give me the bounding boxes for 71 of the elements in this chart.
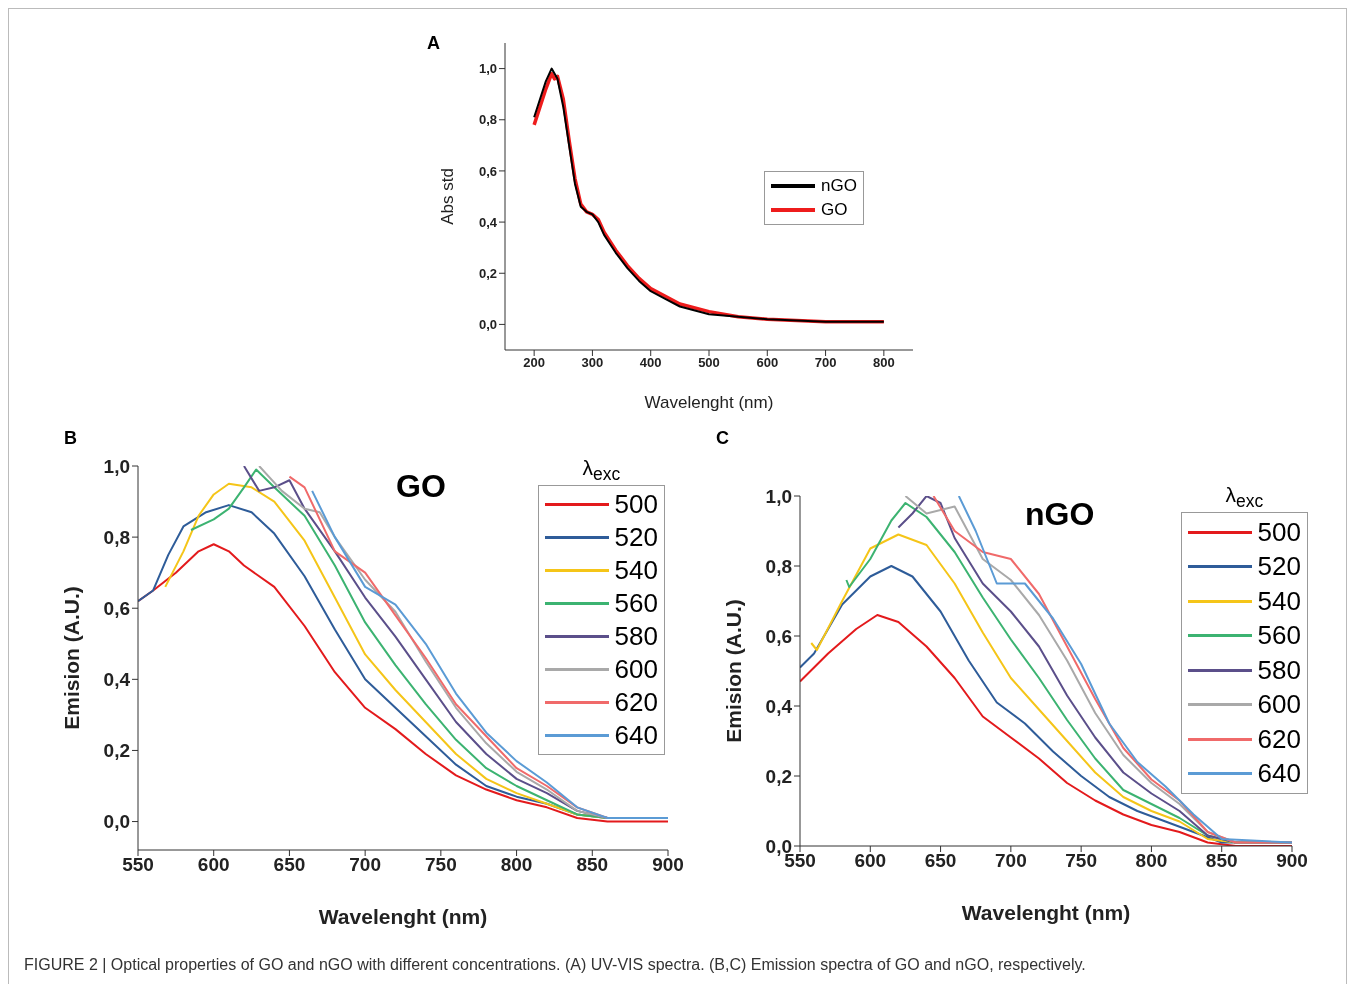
legend-label: 540 [614,555,658,587]
x-tick-label: 200 [523,355,545,371]
caption: FIGURE 2 | Optical properties of GO and nGO with different concentrations. (A) UV-VIS spectra. (B,C) Emission spectra of GO and nGO, respectively. [24,956,1086,974]
legend-label: 540 [1257,585,1301,617]
x-tick-label: 500 [698,355,720,371]
x-tick-label: 400 [639,355,662,371]
x-tick-label: 700 [995,850,1027,872]
text: A [427,33,440,54]
legend-label: GO [821,200,848,220]
x-tick-label: 800 [873,355,895,371]
x-tick-label: 900 [652,854,684,876]
x-tick-label: 750 [425,854,457,876]
y-tick-label: 0,8 [765,555,792,577]
chart-title: nGO [1025,496,1095,533]
x-tick-label: 850 [576,854,609,876]
legend-label: 500 [614,489,658,521]
x-tick-label: 650 [924,850,957,872]
x-axis-title: Wavelenght (nm) [318,905,488,928]
x-tick-label: 550 [122,854,154,876]
y-tick-label: 0,2 [765,765,792,787]
x-axis-title: Wavelenght (nm) [644,393,774,412]
legend-label: 520 [614,522,658,554]
x-tick-label: 300 [581,355,604,371]
x-tick-label: 800 [1135,850,1168,872]
y-axis-title: Emision (A.U.) [722,599,746,743]
x-tick-label: 600 [854,850,887,872]
legend-label: 520 [1257,551,1301,583]
x-axis-title: Wavelenght (nm) [961,901,1131,924]
legend-label: 500 [1257,516,1301,548]
y-tick-label: 0,2 [103,740,130,762]
y-tick-label: 0,0 [103,811,130,833]
y-tick-label: 0,2 [478,265,497,281]
x-tick-label: 850 [1205,850,1238,872]
y-tick-label: 0,0 [478,317,497,333]
y-tick-label: 1,0 [765,485,792,507]
x-tick-label: 700 [814,355,837,371]
legend-label: 620 [1257,723,1301,755]
y-tick-label: 0,6 [765,625,792,647]
y-axis-title: Emision (A.U.) [60,586,84,730]
legend-label: 580 [614,621,658,653]
text: C [716,428,729,449]
legend-label: 620 [614,687,658,719]
text: B [64,428,77,449]
legend-label: 640 [614,720,658,752]
y-axis-title: Abs std [438,168,458,225]
x-tick-label: 900 [1276,850,1308,872]
x-tick-label: 700 [349,854,381,876]
y-tick-label: 0,8 [103,526,130,548]
x-tick-label: 800 [500,854,533,876]
legend-title: λ$_{exc}$ [581,456,622,486]
legend-label: 640 [1257,758,1301,790]
y-tick-label: 0,6 [478,163,497,179]
y-tick-label: 0,4 [478,214,498,230]
y-tick-label: 0,6 [103,597,130,619]
chart-title: GO [396,468,446,505]
y-tick-label: 1,0 [478,61,497,77]
legend-label: 600 [614,654,658,686]
legend-label: nGO [821,176,857,196]
y-tick-label: 1,0 [103,455,130,477]
y-tick-label: 0,8 [478,112,497,128]
x-tick-label: 600 [756,355,779,371]
y-tick-label: 0,4 [765,695,793,717]
legend-label: 580 [1257,654,1301,686]
y-tick-label: 0,4 [103,669,131,691]
legend-title: λ$_{exc}$ [1224,483,1265,513]
legend-label: 560 [1257,620,1301,652]
x-tick-label: 750 [1065,850,1097,872]
legend-label: 600 [1257,689,1301,721]
legend-label: 560 [614,588,658,620]
x-tick-label: 650 [273,854,306,876]
x-tick-label: 600 [197,854,230,876]
